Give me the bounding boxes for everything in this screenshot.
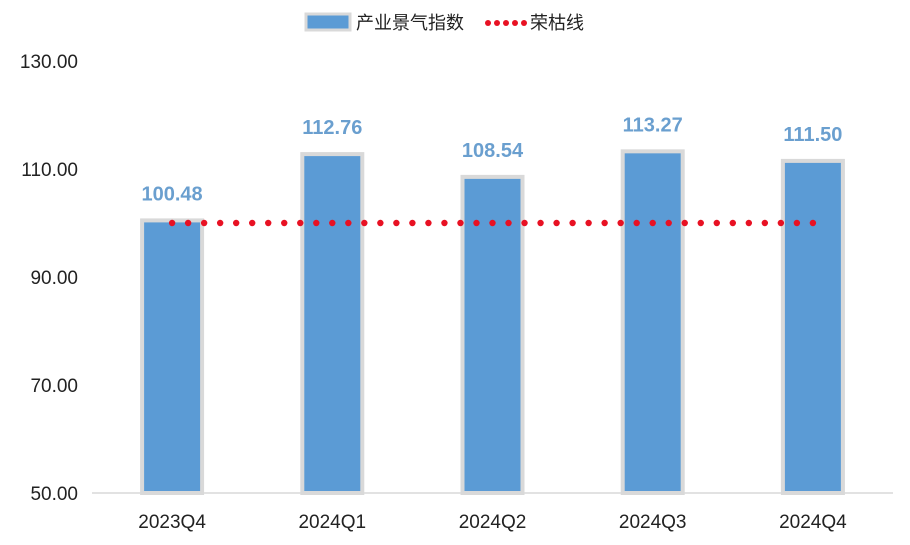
x-tick-label: 2023Q4: [138, 512, 206, 533]
y-tick-label: 70.00: [30, 376, 78, 397]
threshold-dot: [329, 219, 336, 227]
threshold-dot: [505, 219, 512, 227]
threshold-dot: [729, 219, 736, 227]
threshold-dot: [617, 219, 624, 227]
threshold-dot: [409, 219, 416, 227]
threshold-dot: [537, 219, 544, 227]
y-axis: 50.00 70.00 90.00 110.00 130.00: [20, 52, 78, 505]
threshold-dot: [281, 219, 288, 227]
x-axis: 2023Q4 2024Q1 2024Q2 2024Q3 2024Q4: [138, 512, 847, 533]
threshold-dot: [473, 219, 480, 227]
threshold-dot: [521, 219, 528, 227]
threshold-dot: [649, 219, 656, 227]
bar: [140, 218, 205, 496]
threshold-dot: [713, 219, 720, 227]
legend-dot: [521, 20, 527, 26]
threshold-dot: [777, 219, 785, 227]
bars: [140, 149, 845, 496]
threshold-dot: [761, 219, 769, 227]
threshold-dot: [745, 219, 753, 227]
bar: [300, 152, 365, 495]
threshold-dot: [425, 219, 432, 227]
threshold-dot: [249, 219, 256, 227]
threshold-dot: [489, 219, 496, 227]
legend-bar-label: 产业景气指数: [356, 13, 464, 34]
threshold-dot: [633, 219, 640, 227]
x-tick-label: 2024Q1: [298, 512, 366, 533]
threshold-dot: [313, 219, 320, 227]
threshold-dot: [345, 219, 352, 227]
threshold-dot: [200, 219, 208, 227]
data-label: 112.76: [302, 117, 362, 139]
threshold-dot: [184, 219, 192, 227]
threshold-dot: [393, 219, 400, 227]
data-label: 111.50: [783, 124, 842, 146]
legend: 产业景气指数 荣枯线: [304, 12, 584, 34]
threshold-dot: [216, 219, 224, 227]
data-label: 100.48: [142, 183, 203, 205]
threshold-dot: [681, 219, 688, 227]
legend-threshold-swatch: [485, 20, 527, 26]
y-tick-label: 90.00: [30, 268, 78, 289]
y-tick-label: 130.00: [20, 52, 78, 73]
data-label: 113.27: [623, 114, 683, 136]
data-labels: 100.48 112.76 108.54 113.27 111.50: [142, 114, 843, 205]
threshold-dot: [232, 219, 240, 227]
bar: [620, 149, 685, 495]
threshold-dot: [168, 219, 176, 227]
legend-threshold-label: 荣枯线: [530, 13, 584, 34]
threshold-line: [168, 219, 817, 227]
threshold-dot: [441, 219, 448, 227]
bar: [780, 158, 845, 495]
threshold-dot: [361, 219, 368, 227]
threshold-dot: [665, 219, 672, 227]
threshold-dot: [569, 219, 576, 227]
legend-dot: [512, 20, 518, 26]
legend-bar-swatch: [304, 12, 352, 32]
x-tick-label: 2024Q4: [779, 512, 847, 533]
threshold-dot: [585, 219, 592, 227]
threshold-dot: [297, 219, 304, 227]
threshold-dot: [553, 219, 560, 227]
threshold-dot: [265, 219, 272, 227]
threshold-dot: [601, 219, 608, 227]
threshold-dot: [457, 219, 464, 227]
x-tick-label: 2024Q3: [619, 512, 687, 533]
threshold-dot: [377, 219, 384, 227]
threshold-dot: [793, 219, 801, 227]
threshold-dot: [809, 219, 817, 227]
threshold-dot: [697, 219, 704, 227]
x-tick-label: 2024Q2: [459, 512, 527, 533]
legend-dot: [485, 20, 491, 26]
y-tick-label: 110.00: [21, 160, 78, 181]
y-tick-label: 50.00: [30, 484, 78, 505]
data-label: 108.54: [462, 140, 524, 162]
legend-dot: [503, 20, 509, 26]
legend-dot: [494, 20, 500, 26]
